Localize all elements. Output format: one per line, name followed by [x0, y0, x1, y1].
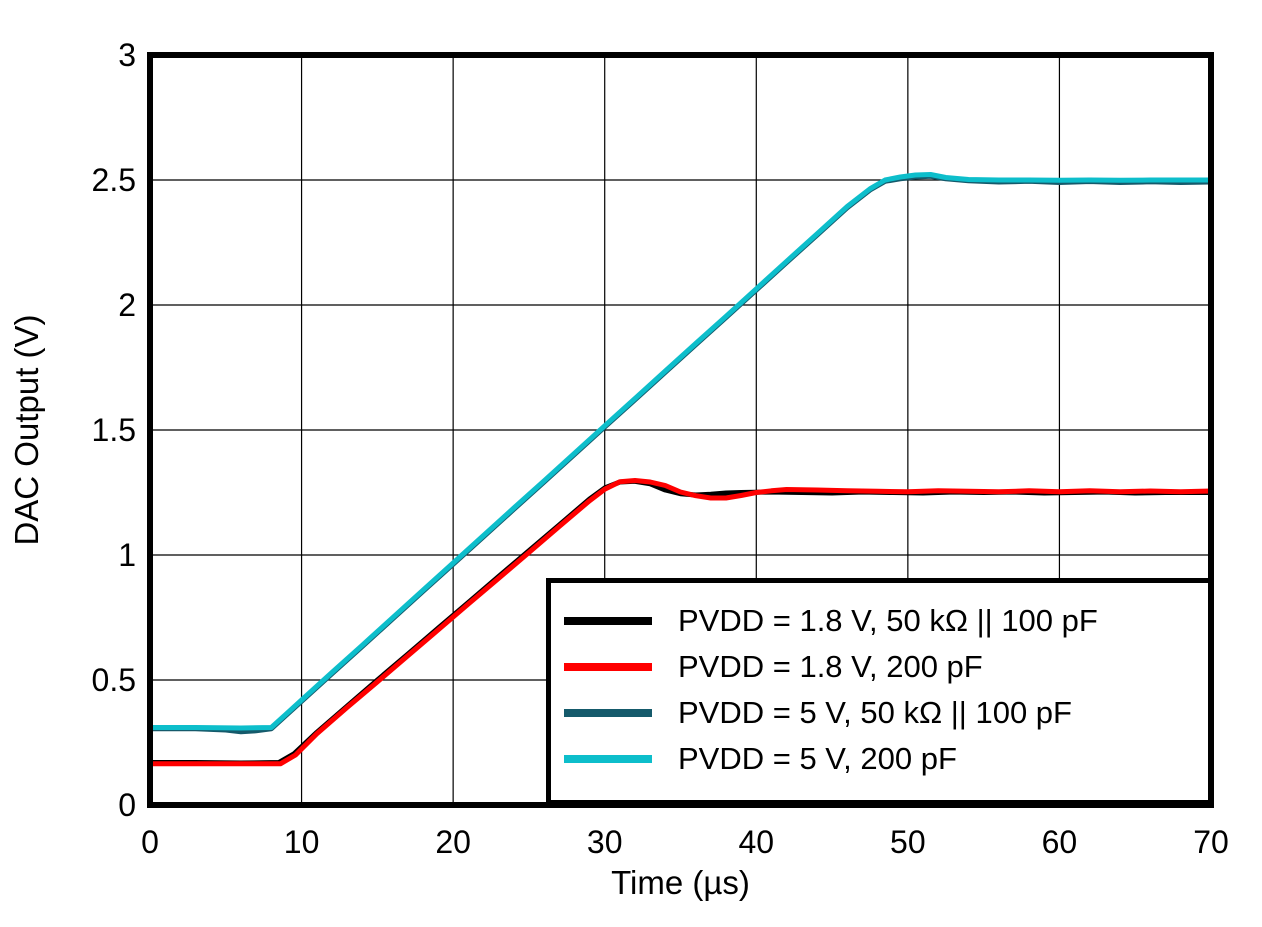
- legend-item: PVDD = 5 V, 50 kΩ || 100 pF: [564, 690, 1208, 736]
- y-tick-label: 3: [118, 37, 136, 73]
- y-tick-label: 0.5: [91, 662, 136, 698]
- legend-line-swatch: [564, 617, 652, 625]
- x-tick-label: 40: [738, 824, 775, 860]
- plot-frame: [147, 52, 1214, 808]
- x-tick-label: 10: [283, 824, 320, 860]
- legend: PVDD = 1.8 V, 50 kΩ || 100 pF PVDD = 1.8 …: [546, 578, 1213, 805]
- x-tick-label: 60: [1041, 824, 1078, 860]
- legend-item: PVDD = 5 V, 200 pF: [564, 736, 1208, 782]
- legend-line-swatch: [564, 663, 652, 671]
- legend-line-swatch: [564, 755, 652, 763]
- legend-label: PVDD = 1.8 V, 200 pF: [678, 649, 983, 684]
- x-tick-label: 30: [586, 824, 623, 860]
- x-axis-title: Time (µs): [611, 864, 750, 901]
- y-tick-label: 0: [118, 787, 136, 823]
- y-tick-label: 2: [118, 287, 136, 323]
- y-axis-title: DAC Output (V): [8, 314, 45, 546]
- legend-label: PVDD = 1.8 V, 50 kΩ || 100 pF: [678, 603, 1098, 638]
- legend-label: PVDD = 5 V, 200 pF: [678, 741, 957, 776]
- x-tick-label: 70: [1193, 824, 1229, 860]
- x-tick-label: 0: [141, 824, 159, 860]
- x-tick-label: 50: [890, 824, 926, 860]
- legend-label: PVDD = 5 V, 50 kΩ || 100 pF: [678, 695, 1072, 730]
- y-tick-label: 1: [118, 537, 136, 573]
- series-line: [147, 478, 1214, 767]
- x-tick-label: 20: [435, 824, 471, 860]
- legend-item: PVDD = 1.8 V, 50 kΩ || 100 pF: [564, 598, 1208, 644]
- legend-line-swatch: [564, 709, 652, 717]
- legend-item: PVDD = 1.8 V, 200 pF: [564, 644, 1208, 690]
- series-line: [147, 172, 1214, 731]
- y-tick-label: 2.5: [91, 162, 136, 198]
- y-tick-label: 1.5: [91, 412, 136, 448]
